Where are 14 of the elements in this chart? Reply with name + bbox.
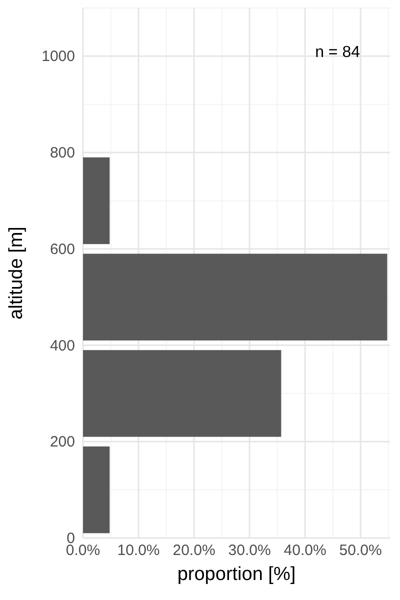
x-axis-title: proportion [%] [177, 564, 296, 585]
y-tick-label: 800 [50, 144, 75, 162]
x-tick-label: 50.0% [339, 542, 382, 559]
y-tick-label: 1000 [42, 48, 75, 66]
y-tick-label: 200 [50, 434, 75, 451]
x-tick-label: 10.0% [117, 542, 160, 559]
annotation: n = 84 [315, 44, 360, 61]
x-tick-label: 20.0% [172, 542, 216, 559]
x-tick-label: 0.0% [66, 542, 100, 559]
x-tick-label: 40.0% [284, 542, 326, 559]
y-axis-title: altitude [m] [6, 226, 27, 320]
y-tick-label: 600 [50, 240, 75, 258]
x-tick-label: 30.0% [228, 542, 271, 559]
y-tick-label: 400 [50, 337, 75, 354]
